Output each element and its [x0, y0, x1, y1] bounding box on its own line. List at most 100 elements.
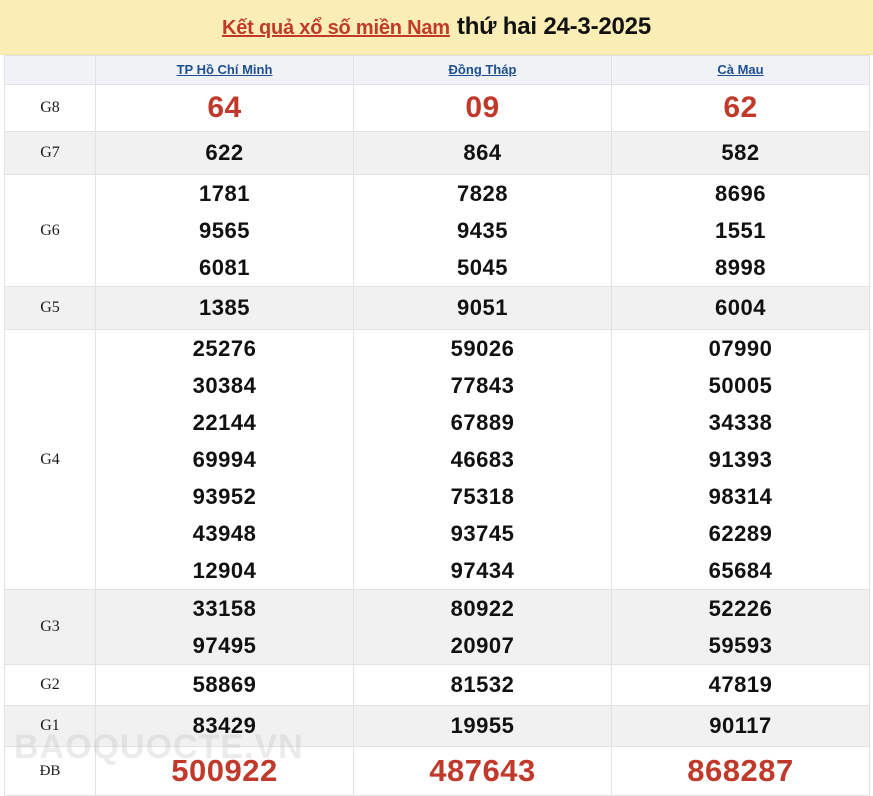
- result-cell-db-tp-ho-chi-minh: 500922: [95, 746, 354, 796]
- result-number: 33158: [192, 596, 257, 621]
- result-number: 22144: [192, 410, 257, 435]
- province-header-dong-thap: Đồng Tháp: [353, 55, 612, 85]
- grade-label-g1: G1: [4, 705, 96, 747]
- result-cell-g5-ca-mau: 6004: [611, 286, 870, 330]
- result-cell-g7-ca-mau: 582: [611, 131, 870, 175]
- result-number: 52226: [708, 596, 773, 621]
- table-row: G8 64 09 62: [4, 84, 870, 132]
- result-number: 81532: [450, 672, 515, 697]
- grade-label-g2: G2: [4, 664, 96, 706]
- table-row: G4 25276 30384 22144 69994 93952 43948 12904 5…: [4, 329, 870, 590]
- result-cell-g5-tp-ho-chi-minh: 1385: [95, 286, 354, 330]
- result-number: 59593: [708, 633, 773, 658]
- result-number: 93745: [450, 521, 515, 546]
- result-number: 864: [463, 140, 502, 165]
- result-number: 09: [465, 91, 500, 124]
- result-cell-g4-tp-ho-chi-minh: 25276 30384 22144 69994 93952 43948 12904: [95, 329, 354, 590]
- grade-label-g7: G7: [4, 131, 96, 175]
- result-number: 582: [721, 140, 760, 165]
- result-number: 43948: [192, 521, 257, 546]
- grade-label-g3: G3: [4, 589, 96, 665]
- result-number: 25276: [192, 336, 257, 361]
- table-row: ĐB 500922 487643 868287: [4, 746, 870, 796]
- result-cell-g1-ca-mau: 90117: [611, 705, 870, 747]
- result-cell-g3-ca-mau: 52226 59593: [611, 589, 870, 665]
- result-cell-g2-dong-thap: 81532: [353, 664, 612, 706]
- results-table-container: TP Hồ Chí Minh Đồng Tháp Cà Mau G8 64 09…: [0, 55, 873, 796]
- result-number: 62: [723, 91, 758, 124]
- result-number: 500922: [171, 753, 278, 788]
- result-number: 98314: [708, 484, 773, 509]
- result-number: 34338: [708, 410, 773, 435]
- result-cell-g8-dong-thap: 09: [353, 84, 612, 132]
- result-number: 8998: [715, 255, 766, 280]
- province-link-dong-thap[interactable]: Đồng Tháp: [448, 62, 517, 77]
- grade-label-g8: G8: [4, 84, 96, 132]
- result-cell-g2-ca-mau: 47819: [611, 664, 870, 706]
- result-number: 50005: [708, 373, 773, 398]
- result-number: 6081: [199, 255, 250, 280]
- result-cell-g4-ca-mau: 07990 50005 34338 91393 98314 62289 65684: [611, 329, 870, 590]
- grade-label-db: ĐB: [4, 746, 96, 796]
- province-link-ca-mau[interactable]: Cà Mau: [717, 62, 764, 77]
- result-cell-g7-dong-thap: 864: [353, 131, 612, 175]
- result-number: 07990: [708, 336, 773, 361]
- result-cell-g3-dong-thap: 80922 20907: [353, 589, 612, 665]
- result-cell-g6-dong-thap: 7828 9435 5045: [353, 174, 612, 287]
- table-body: G8 64 09 62 G7 622 864 582 G6 1781 9565 60…: [4, 84, 870, 796]
- table-row: G5 1385 9051 6004: [4, 286, 870, 330]
- table-row: G3 33158 97495 80922 20907 52226 59593: [4, 589, 870, 665]
- result-number: 8696: [715, 181, 766, 206]
- result-number: 9435: [457, 218, 508, 243]
- result-number: 97434: [450, 558, 515, 583]
- result-number: 91393: [708, 447, 773, 472]
- province-link-tp-ho-chi-minh[interactable]: TP Hồ Chí Minh: [176, 62, 273, 77]
- result-number: 75318: [450, 484, 515, 509]
- result-cell-g7-tp-ho-chi-minh: 622: [95, 131, 354, 175]
- lottery-region-link[interactable]: Kết quả xổ số miền Nam: [222, 17, 450, 39]
- table-row: G6 1781 9565 6081 7828 9435 5045 8696 1551 899…: [4, 174, 870, 287]
- result-number: 9565: [199, 218, 250, 243]
- grade-column-header: [4, 55, 96, 85]
- result-number: 9051: [457, 295, 508, 320]
- result-number: 80922: [450, 596, 515, 621]
- table-row: G1 83429 19955 90117: [4, 705, 870, 747]
- result-cell-g4-dong-thap: 59026 77843 67889 46683 75318 93745 97434: [353, 329, 612, 590]
- table-row: G2 58869 81532 47819: [4, 664, 870, 706]
- result-number: 5045: [457, 255, 508, 280]
- result-number: 1385: [199, 295, 250, 320]
- table-header-row: TP Hồ Chí Minh Đồng Tháp Cà Mau: [4, 55, 870, 85]
- result-cell-g1-dong-thap: 19955: [353, 705, 612, 747]
- result-number: 20907: [450, 633, 515, 658]
- province-header-tp-ho-chi-minh: TP Hồ Chí Minh: [95, 55, 354, 85]
- result-number: 93952: [192, 484, 257, 509]
- result-number: 1781: [199, 181, 250, 206]
- result-number: 65684: [708, 558, 773, 583]
- result-number: 1551: [715, 218, 766, 243]
- result-cell-db-ca-mau: 868287: [611, 746, 870, 796]
- result-number: 6004: [715, 295, 766, 320]
- banner-text: Kết quả xổ số miền Nam thứ hai 24-3-2025: [222, 15, 651, 39]
- result-number: 67889: [450, 410, 515, 435]
- result-number: 12904: [192, 558, 257, 583]
- grade-label-g5: G5: [4, 286, 96, 330]
- result-cell-g5-dong-thap: 9051: [353, 286, 612, 330]
- grade-label-g4: G4: [4, 329, 96, 590]
- result-number: 487643: [429, 753, 536, 788]
- result-number: 30384: [192, 373, 257, 398]
- result-number: 90117: [709, 713, 772, 738]
- result-number: 62289: [708, 521, 773, 546]
- result-number: 77843: [450, 373, 515, 398]
- result-number: 83429: [192, 713, 257, 738]
- result-cell-g6-ca-mau: 8696 1551 8998: [611, 174, 870, 287]
- result-cell-db-dong-thap: 487643: [353, 746, 612, 796]
- result-date-label: thứ hai 24-3-2025: [456, 13, 651, 40]
- result-number: 622: [205, 140, 244, 165]
- result-cell-g6-tp-ho-chi-minh: 1781 9565 6081: [95, 174, 354, 287]
- lottery-results-table: TP Hồ Chí Minh Đồng Tháp Cà Mau G8 64 09…: [4, 55, 870, 796]
- result-number: 47819: [708, 672, 773, 697]
- table-row: G7 622 864 582: [4, 131, 870, 175]
- result-number: 69994: [192, 447, 257, 472]
- province-header-ca-mau: Cà Mau: [611, 55, 870, 85]
- result-number: 58869: [192, 672, 257, 697]
